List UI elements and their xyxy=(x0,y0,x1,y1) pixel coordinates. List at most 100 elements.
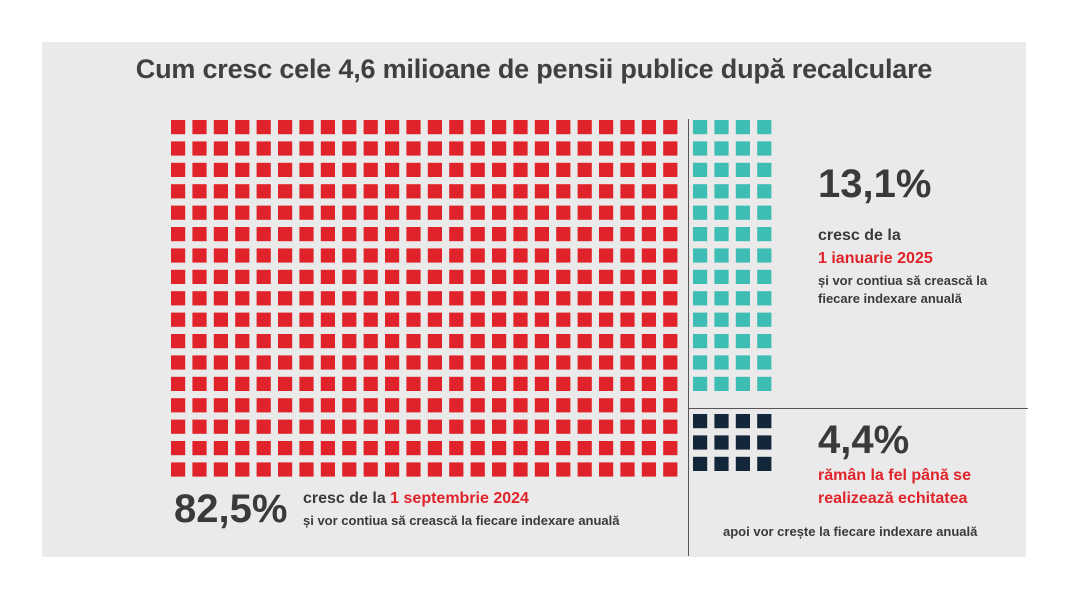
waffle-square-red xyxy=(213,376,228,391)
waffle-square-red xyxy=(406,291,421,306)
waffle-square-red xyxy=(641,184,656,199)
waffle-square-red xyxy=(299,205,314,220)
waffle-square-red xyxy=(299,291,314,306)
waffle-square-teal xyxy=(735,312,750,327)
waffle-square-teal xyxy=(714,120,729,135)
red-desc-date: 1 septembrie 2024 xyxy=(390,490,529,507)
waffle-square-red xyxy=(256,227,271,242)
waffle-square-red xyxy=(171,419,186,434)
waffle-square-teal xyxy=(714,291,729,306)
waffle-square-red xyxy=(385,291,400,306)
waffle-square-red xyxy=(513,227,528,242)
waffle-square-red xyxy=(599,227,614,242)
teal-desc-prefix: cresc de la xyxy=(818,227,901,244)
waffle-square-red xyxy=(256,269,271,284)
waffle-square-red xyxy=(385,376,400,391)
waffle-square-red xyxy=(427,291,442,306)
waffle-square-red xyxy=(449,312,464,327)
red-desc-tail: și vor contiua să crească la fiecare ind… xyxy=(303,513,620,528)
waffle-square-teal xyxy=(757,248,772,263)
waffle-square-red xyxy=(599,419,614,434)
waffle-square-navy xyxy=(714,414,729,429)
waffle-square-red xyxy=(278,248,293,263)
waffle-square-red xyxy=(235,248,250,263)
waffle-square-red xyxy=(256,419,271,434)
waffle-square-teal xyxy=(757,312,772,327)
waffle-square-red xyxy=(406,248,421,263)
waffle-square-red xyxy=(449,205,464,220)
waffle-square-red xyxy=(492,398,507,413)
waffle-square-red xyxy=(470,291,485,306)
waffle-square-red xyxy=(192,419,207,434)
waffle-square-red xyxy=(406,120,421,135)
waffle-square-red xyxy=(171,141,186,156)
waffle-square-red xyxy=(427,312,442,327)
waffle-square-red xyxy=(492,419,507,434)
waffle-square-teal xyxy=(735,227,750,242)
waffle-square-red xyxy=(342,376,357,391)
waffle-square-red xyxy=(577,334,592,349)
waffle-square-red xyxy=(213,248,228,263)
waffle-square-red xyxy=(363,312,378,327)
waffle-square-teal xyxy=(693,120,708,135)
waffle-square-red xyxy=(299,462,314,477)
waffle-square-red xyxy=(406,419,421,434)
waffle-square-red xyxy=(427,355,442,370)
waffle-square-red xyxy=(492,291,507,306)
waffle-square-teal xyxy=(714,248,729,263)
waffle-square-red xyxy=(492,184,507,199)
waffle-square-red xyxy=(556,227,571,242)
waffle-square-red xyxy=(299,162,314,177)
waffle-square-red xyxy=(470,441,485,456)
waffle-square-red xyxy=(599,141,614,156)
waffle-square-red xyxy=(363,162,378,177)
waffle-square-red xyxy=(470,398,485,413)
waffle-square-red xyxy=(556,355,571,370)
waffle-square-red xyxy=(470,141,485,156)
waffle-square-red xyxy=(641,141,656,156)
waffle-square-red xyxy=(385,205,400,220)
waffle-square-teal xyxy=(735,184,750,199)
waffle-square-red xyxy=(363,419,378,434)
waffle-square-red xyxy=(513,162,528,177)
waffle-square-red xyxy=(641,376,656,391)
waffle-square-red xyxy=(663,227,678,242)
navy-percent: 4,4% xyxy=(818,418,910,462)
waffle-square-red xyxy=(427,120,442,135)
waffle-square-red xyxy=(492,376,507,391)
waffle-square-red xyxy=(641,462,656,477)
waffle-square-red xyxy=(449,398,464,413)
waffle-square-red xyxy=(342,248,357,263)
waffle-square-red xyxy=(299,419,314,434)
waffle-square-red xyxy=(577,376,592,391)
waffle-square-red xyxy=(385,441,400,456)
waffle-square-red xyxy=(663,419,678,434)
waffle-square-red xyxy=(470,184,485,199)
waffle-square-red xyxy=(256,162,271,177)
waffle-square-red xyxy=(235,120,250,135)
waffle-square-red xyxy=(213,355,228,370)
waffle-square-red xyxy=(470,462,485,477)
waffle-square-red xyxy=(470,419,485,434)
waffle-square-red xyxy=(320,141,335,156)
waffle-square-red xyxy=(235,334,250,349)
waffle-square-red xyxy=(427,419,442,434)
waffle-square-red xyxy=(192,291,207,306)
waffle-square-red xyxy=(577,162,592,177)
waffle-square-red xyxy=(363,205,378,220)
waffle-square-red xyxy=(534,419,549,434)
waffle-square-red xyxy=(534,227,549,242)
waffle-square-red xyxy=(556,162,571,177)
waffle-square-red xyxy=(427,269,442,284)
waffle-square-red xyxy=(299,269,314,284)
waffle-square-teal xyxy=(757,162,772,177)
waffle-square-red xyxy=(171,398,186,413)
waffle-square-red xyxy=(620,355,635,370)
waffle-square-red xyxy=(556,398,571,413)
waffle-square-red xyxy=(406,227,421,242)
waffle-square-teal xyxy=(735,376,750,391)
waffle-square-red xyxy=(342,269,357,284)
waffle-square-red xyxy=(577,419,592,434)
waffle-square-red xyxy=(556,269,571,284)
waffle-square-red xyxy=(427,248,442,263)
